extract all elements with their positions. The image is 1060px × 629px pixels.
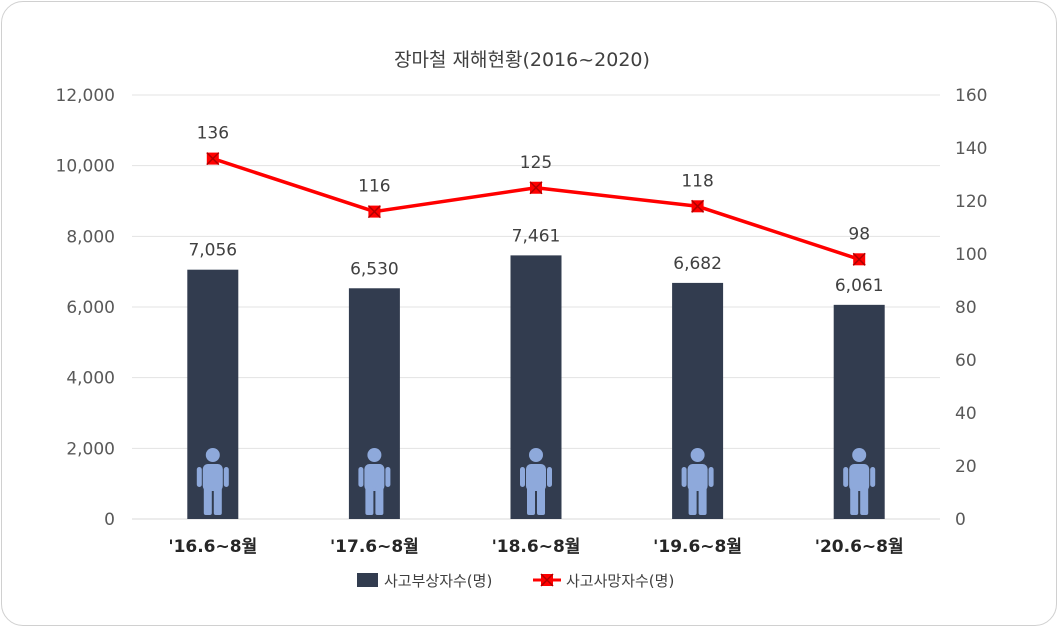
legend-swatch-injured (357, 573, 378, 587)
bar-data-label: 7,461 (512, 226, 561, 246)
category-label: '16.6~8월 (168, 537, 257, 557)
line-data-label: 136 (197, 124, 229, 144)
right-tick-label: 100 (955, 245, 987, 265)
line-data-label: 125 (520, 153, 552, 173)
line-series (206, 152, 866, 266)
line-marker (691, 199, 705, 213)
category-label: '20.6~8월 (815, 537, 904, 557)
right-axis-ticks: 0 20 40 60 80 100 120 140 160 (955, 86, 987, 530)
person-icon (681, 448, 714, 515)
legend-marker-x (540, 573, 554, 587)
right-tick-label: 60 (955, 351, 977, 371)
person-icon (196, 448, 229, 515)
bar-data-label: 7,056 (188, 241, 237, 261)
right-tick-label: 40 (955, 404, 977, 424)
right-tick-label: 0 (955, 510, 966, 530)
bar-data-label: 6,061 (835, 276, 884, 296)
legend-label-injured: 사고부상자수(명) (384, 572, 492, 590)
category-label: '17.6~8월 (330, 537, 419, 557)
right-tick-label: 20 (955, 457, 977, 477)
person-icons (196, 448, 876, 515)
category-label: '18.6~8월 (492, 537, 581, 557)
line-data-label: 116 (358, 177, 390, 197)
person-icon (520, 448, 552, 515)
left-tick-label: 0 (104, 510, 115, 530)
right-tick-label: 160 (955, 86, 987, 106)
category-label: '19.6~8월 (653, 537, 742, 557)
line-marker (206, 152, 220, 166)
bar-data-label: 6,530 (350, 259, 399, 279)
line-marker (852, 252, 866, 266)
left-axis-ticks: 0 2,000 4,000 6,000 8,000 10,000 12,000 (56, 86, 115, 530)
left-tick-label: 8,000 (66, 227, 115, 247)
line-data-labels: 136 116 125 118 98 (197, 124, 870, 245)
right-tick-label: 80 (955, 298, 977, 318)
left-tick-label: 6,000 (66, 298, 115, 318)
person-icon (358, 448, 391, 515)
left-tick-label: 10,000 (56, 157, 115, 177)
person-icon (843, 448, 876, 515)
gridlines (132, 94, 940, 520)
left-tick-label: 2,000 (66, 439, 115, 459)
line-data-label: 118 (681, 171, 713, 191)
category-labels: '16.6~8월 '17.6~8월 '18.6~8월 '19.6~8월 '20.6~8월 (168, 537, 903, 557)
bar-data-label: 6,682 (673, 254, 722, 274)
line-data-label: 98 (848, 224, 870, 244)
right-tick-label: 140 (955, 139, 987, 159)
chart-title: 장마철 재해현황(2016~2020) (394, 49, 650, 71)
legend-label-deaths: 사고사망자수(명) (566, 572, 674, 590)
line-marker (367, 205, 381, 219)
left-tick-label: 4,000 (66, 369, 115, 389)
legend: 사고부상자수(명) 사고사망자수(명) (357, 572, 674, 590)
line-marker (529, 181, 543, 195)
bar-data-labels: 7,056 6,530 7,461 6,682 6,061 (188, 226, 883, 295)
right-tick-label: 120 (955, 192, 987, 212)
left-tick-label: 12,000 (56, 86, 115, 106)
bar-series (187, 255, 885, 520)
